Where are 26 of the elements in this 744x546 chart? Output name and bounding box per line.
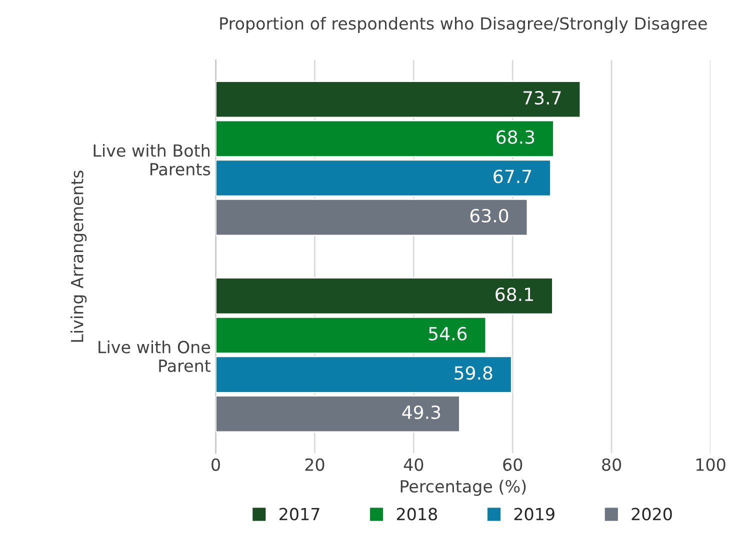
y-tick-label: Live with Both Parents [94, 144, 210, 176]
text: 68.3 [496, 130, 534, 144]
x-tick-label: 100 [696, 458, 726, 471]
legend-label: 2018 [396, 508, 437, 520]
text: 73.7 [524, 90, 561, 105]
bar [216, 80, 582, 118]
bar [216, 316, 487, 354]
x-tick-label: 40 [404, 458, 424, 471]
text: 68.1 [496, 288, 533, 302]
text: 67.7 [494, 170, 532, 184]
chart-title: Proportion of respondents who Disagree/Strongly Disagree [220, 16, 707, 33]
bar [216, 277, 554, 315]
x-tick-label: 0 [212, 458, 220, 471]
legend-label: 2019 [514, 508, 554, 520]
y-tick-label: Live with One Parent [98, 340, 210, 372]
text: 49.3 [402, 405, 440, 420]
legend-label: 2020 [632, 508, 672, 520]
legend-label: 2017 [280, 508, 320, 520]
x-tick-label: 20 [305, 458, 324, 471]
x-tick-label: 60 [503, 458, 522, 471]
text: 63.0 [470, 208, 508, 223]
y-axis-title: Living Arrangements [70, 170, 87, 342]
x-tick-label: 80 [602, 458, 622, 471]
text: 54.6 [428, 326, 467, 340]
text: 59.8 [454, 366, 492, 380]
x-axis-title: Percentage (%) [400, 480, 526, 496]
